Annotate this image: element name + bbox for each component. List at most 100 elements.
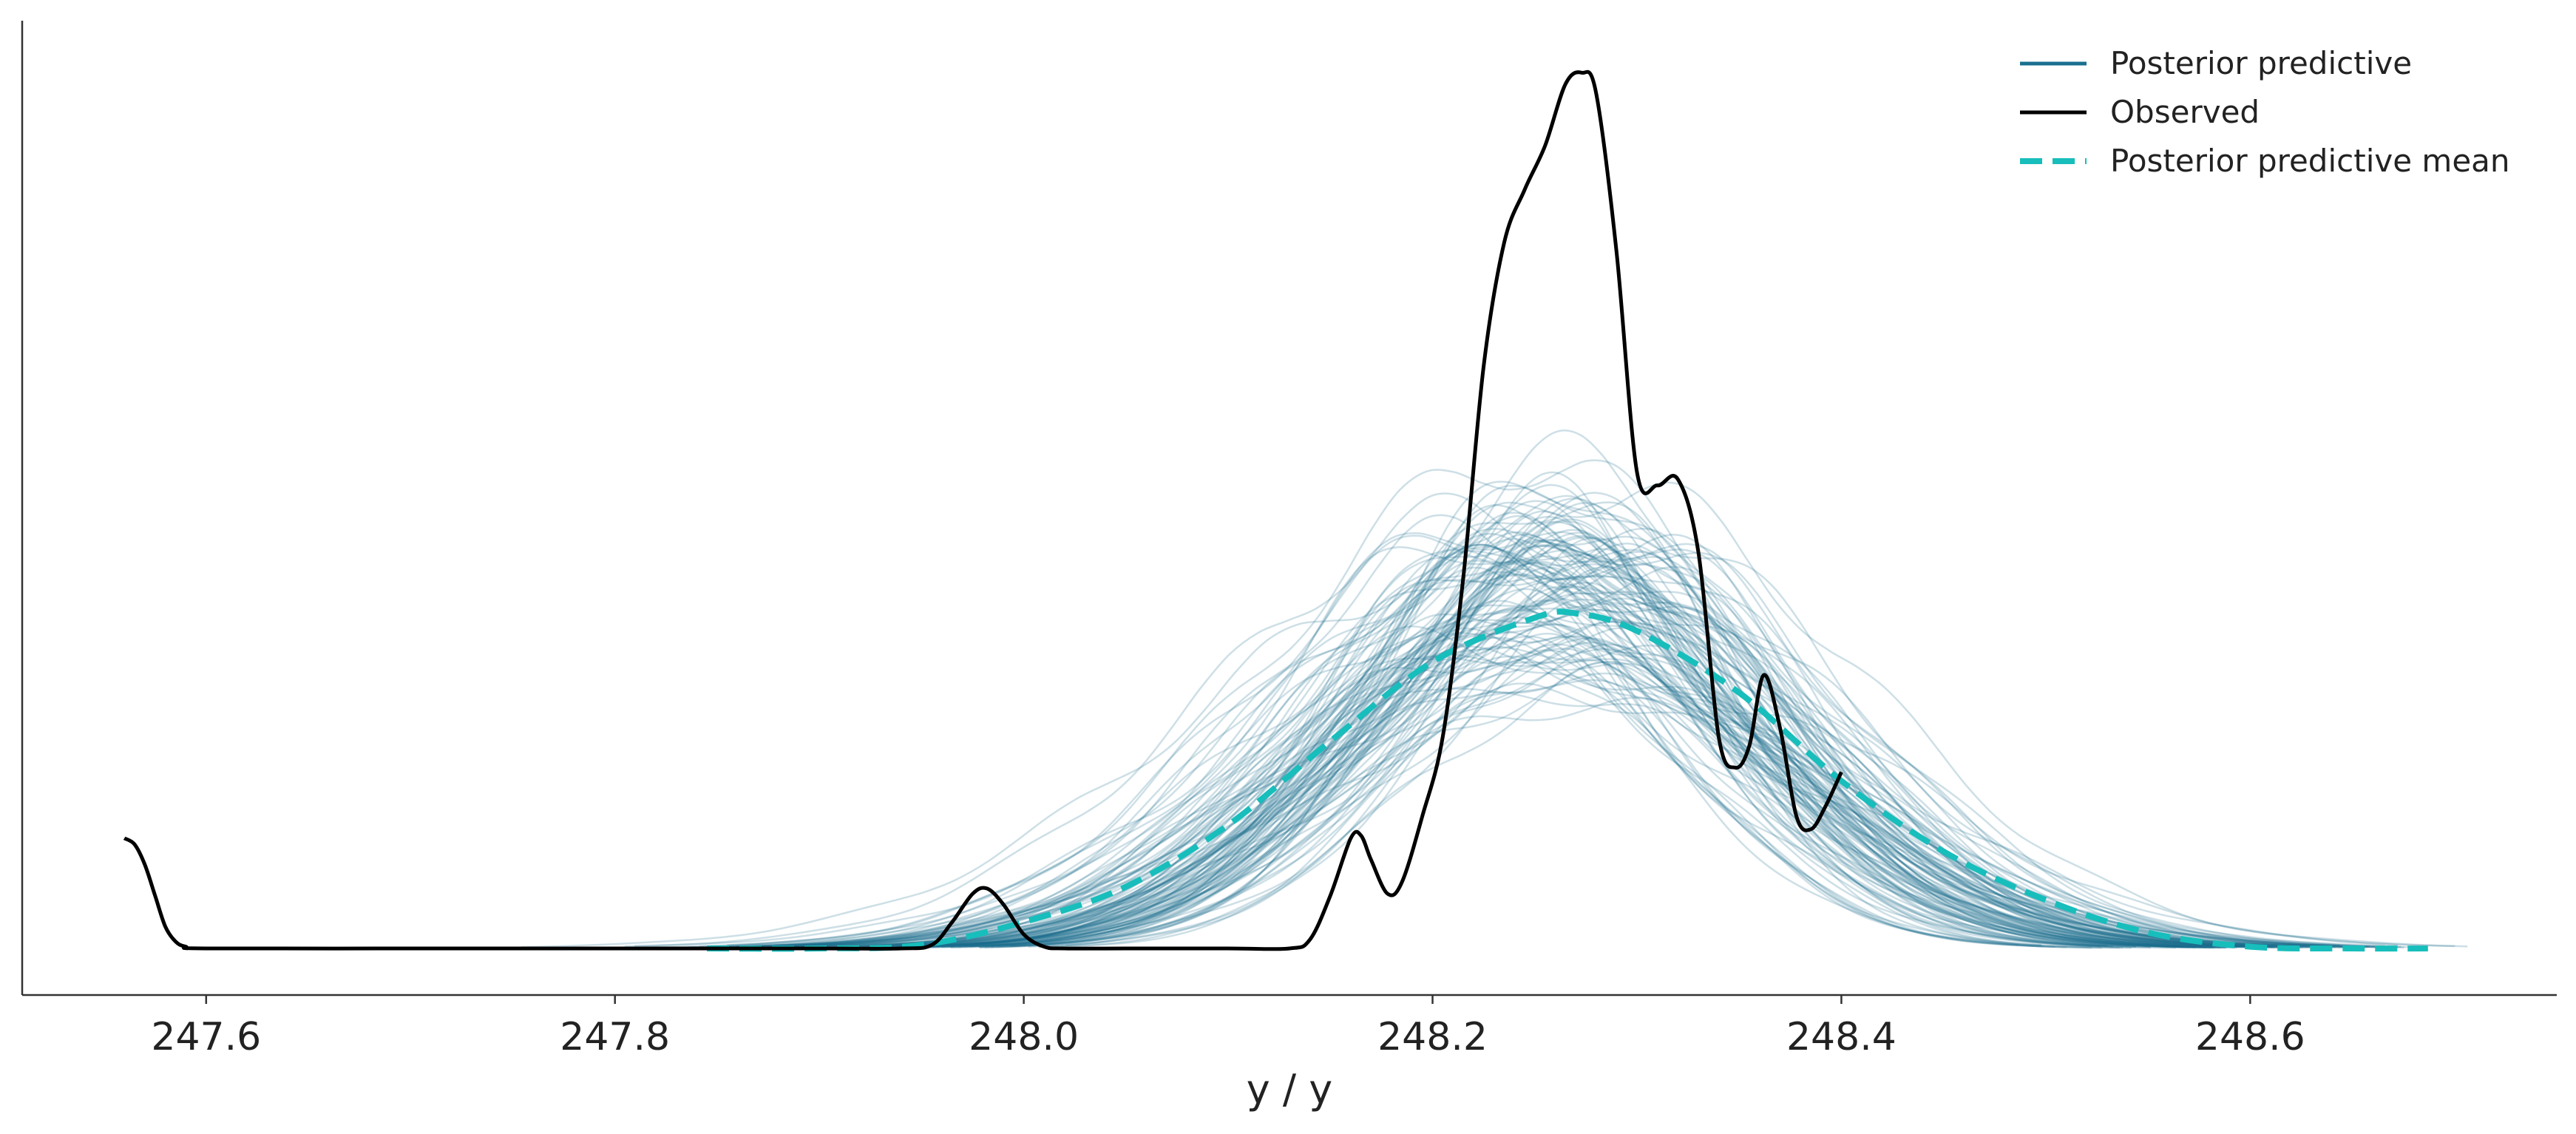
x-tick-label: 247.8 [560,1015,670,1059]
legend-label-posterior-predictive-mean: Posterior predictive mean [2110,143,2510,179]
x-tick-label: 248.0 [969,1015,1079,1059]
posterior-predictive-draw [773,518,2382,948]
posterior-predictive-draw [821,544,2311,948]
posterior-predictive-draw [634,563,2468,948]
posterior-predictive-draw [736,531,2251,948]
x-axis-label: y / y [1247,1066,1332,1113]
posterior-predictive-draw [861,562,2129,948]
legend-label-observed: Observed [2110,94,2260,130]
posterior-predictive-draw [800,636,2267,948]
posterior-predictive-draw [950,627,2197,949]
posterior-predictive-draw [997,520,2201,948]
posterior-predictive-draw [906,643,2273,948]
x-tick-label: 248.4 [1786,1015,1897,1059]
posterior-predictive-draw [872,588,2055,949]
x-axis-ticks: 247.6 247.8 248.0 248.2 248.4 248.6 [151,995,2305,1059]
posterior-predictive-draw [990,502,2226,948]
posterior-predictive-draw [978,503,2042,948]
observed-line [123,69,1843,951]
posterior-predictive-draw [915,585,2140,948]
posterior-predictive-draw [771,644,2316,948]
posterior-predictive-draw [854,563,2207,948]
posterior-predictive-draw [904,568,2183,948]
posterior-predictive-draw [771,645,2306,948]
posterior-predictive-draw [901,577,2197,948]
posterior-predictive-draw [878,581,2222,948]
posterior-predictive-draw [916,566,2322,948]
posterior-predictive-draw [904,483,2151,948]
posterior-predictive-draw [895,566,2106,947]
posterior-predictive-draw [708,515,2327,948]
posterior-predictive-draw [915,544,2399,948]
posterior-predictive-draw [957,661,2331,949]
posterior-predictive-draw [727,459,2342,948]
posterior-predictive-draw [949,627,2044,948]
posterior-predictive-draw [964,599,2227,949]
posterior-predictive-draw [725,537,2296,948]
posterior-predictive-draw [848,560,2288,948]
posterior-predictive-draw [921,430,2240,948]
posterior-predictive-draw [875,543,2226,948]
posterior-predictive-draw [979,515,2137,949]
posterior-predictive-draw [897,691,2215,948]
posterior-predictive-draw [979,531,2136,948]
posterior-predictive-draw [813,546,2299,947]
posterior-predictive-draw [688,655,2402,948]
posterior-predictive-draw [1065,471,2019,947]
posterior-predictive-draw [796,682,2317,948]
posterior-predictive-draw [960,501,2196,948]
posterior-predictive-draw [624,492,2354,948]
posterior-predictive-draw [1009,622,2092,949]
posterior-predictive-draw [1039,537,2215,948]
posterior-predictive-draw [966,566,2108,948]
posterior-predictive-draw [991,659,2177,949]
posterior-predictive-draw [969,484,2121,948]
posterior-predictive-draw [970,538,2220,947]
posterior-predictive-draw [982,592,2123,948]
posterior-predictive-draw [775,481,2399,948]
posterior-predictive-draw [908,495,2189,948]
posterior-predictive-draw [948,527,2230,948]
posterior-predictive-draw [848,532,2275,948]
posterior-predictive-draw [781,536,2346,948]
posterior-predictive-draw [950,555,2101,948]
posterior-predictive-draw [784,500,2268,948]
posterior-predictive-draw [699,534,2240,948]
posterior-predictive-draw [884,550,2108,949]
legend: Posterior predictive Observed Posterior … [2020,45,2510,179]
posterior-predictive-draw [943,533,2203,948]
posterior-predictive-draws [521,430,2468,949]
posterior-predictive-draw [717,649,2222,948]
posterior-predictive-draw [898,510,2183,948]
posterior-predictive-draw [872,546,2041,947]
posterior-predictive-draw [856,529,2236,948]
posterior-predictive-draw [765,619,2360,948]
posterior-predictive-draw [1038,679,2103,949]
posterior-predictive-draw [1005,481,2115,948]
posterior-predictive-draw [929,648,2299,949]
posterior-predictive-draw [911,571,2237,949]
posterior-predictive-draw [1060,658,2132,949]
posterior-predictive-draw [821,563,2404,948]
posterior-predictive-draw [937,556,2297,948]
posterior-predictive-draw [653,543,2336,948]
posterior-predictive-draw [850,597,2226,948]
posterior-predictive-draw [877,560,2259,948]
posterior-predictive-draw [727,625,2192,948]
posterior-predictive-draw [904,540,2322,948]
posterior-predictive-mean-line [707,608,2428,952]
posterior-predictive-draw [713,532,2280,948]
posterior-predictive-draw [882,616,2255,948]
posterior-predictive-draw [885,631,2221,949]
posterior-predictive-draw [681,637,2296,949]
posterior-predictive-draw [755,492,2370,948]
posterior-predictive-draw [912,548,2300,948]
posterior-predictive-draw [521,543,2385,948]
posterior-predictive-draw [867,574,2184,948]
posterior-predictive-draw [941,620,2211,948]
posterior-predictive-draw [867,498,2340,947]
posterior-predictive-draw [924,597,2195,948]
posterior-predictive-draw [862,635,2152,948]
posterior-predictive-draw [870,643,2274,949]
